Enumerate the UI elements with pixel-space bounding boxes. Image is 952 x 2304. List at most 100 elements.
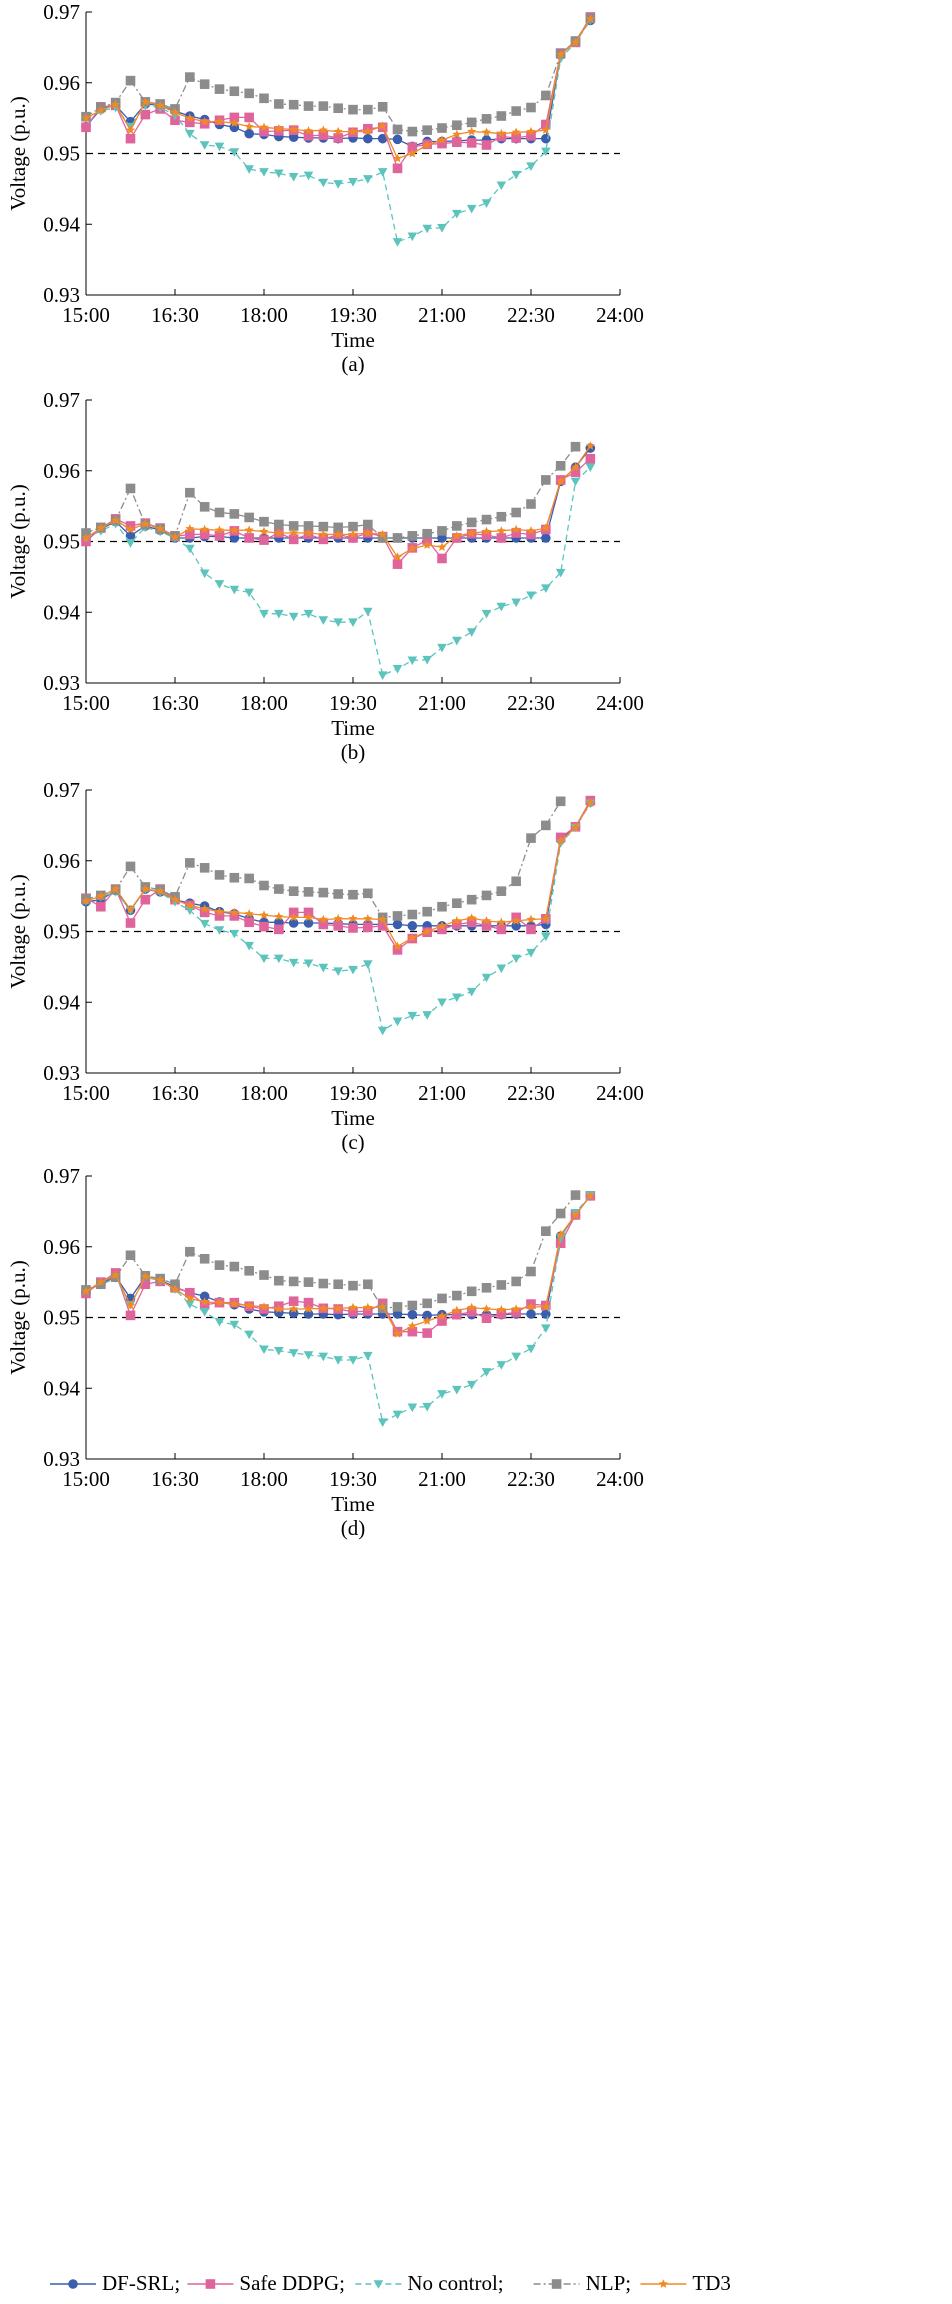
data-point — [170, 894, 180, 904]
data-point — [526, 102, 536, 113]
data-point — [199, 919, 210, 929]
data-point — [570, 441, 581, 452]
data-point — [452, 209, 462, 219]
data-point — [363, 175, 373, 184]
data-point — [170, 107, 180, 117]
data-point — [318, 963, 329, 973]
data-point — [348, 1356, 358, 1365]
data-point — [214, 142, 225, 152]
series-line — [85, 446, 577, 539]
data-point — [481, 1313, 492, 1324]
data-point — [437, 921, 447, 930]
data-point — [437, 526, 447, 536]
series-td3 — [81, 1191, 595, 1338]
series-line — [85, 801, 591, 927]
data-point — [303, 1297, 314, 1308]
data-point — [333, 529, 343, 539]
data-point — [259, 1270, 269, 1280]
data-point — [155, 886, 165, 896]
data-point — [318, 534, 329, 545]
data-point — [511, 954, 521, 964]
data-point — [392, 1329, 403, 1338]
data-point — [511, 507, 521, 518]
data-point — [244, 873, 254, 884]
data-point — [259, 516, 269, 527]
data-point — [274, 924, 284, 935]
data-point — [407, 909, 418, 920]
data-point — [377, 1418, 388, 1428]
data-point — [244, 909, 254, 918]
panel-label: (a) — [341, 352, 364, 376]
data-point — [348, 889, 358, 900]
data-point — [378, 1302, 388, 1311]
data-point — [96, 105, 106, 115]
data-point — [378, 914, 388, 924]
x-tick-label: 19:30 — [329, 1467, 377, 1491]
data-point — [378, 529, 388, 539]
data-point — [274, 911, 284, 921]
data-point — [585, 14, 595, 23]
data-point — [289, 1304, 299, 1313]
data-point — [511, 1304, 521, 1313]
data-point — [259, 168, 269, 177]
chart-panel-c: 0.93 0.94 0.95 0.96 0.97 15:00 16:30 18:00 19:30… — [6, 778, 644, 1154]
data-point — [422, 528, 432, 539]
x-tick-label: 21:00 — [418, 303, 466, 327]
data-point — [481, 890, 492, 901]
data-point — [422, 535, 432, 545]
data-point — [318, 130, 329, 140]
x-tick-label: 18:00 — [240, 691, 288, 715]
data-point — [422, 125, 432, 135]
data-point — [511, 598, 521, 608]
data-point — [244, 128, 254, 139]
data-point — [274, 169, 284, 179]
data-point — [363, 888, 373, 899]
data-point — [481, 609, 492, 619]
data-point — [348, 1307, 358, 1317]
data-point — [466, 894, 477, 905]
data-point — [437, 1311, 447, 1320]
data-point — [392, 238, 403, 247]
legend-marker — [373, 2280, 384, 2289]
data-point — [422, 1328, 432, 1338]
data-point — [288, 99, 299, 110]
data-point — [318, 919, 329, 930]
data-point — [363, 922, 373, 933]
data-point — [214, 1297, 225, 1307]
data-point — [363, 1351, 373, 1361]
data-point — [185, 1246, 195, 1257]
data-point — [466, 117, 477, 128]
x-tick-label: 16:30 — [151, 1467, 199, 1491]
y-tick-label: 0.95 — [43, 920, 80, 944]
data-point — [185, 117, 195, 128]
data-point — [348, 533, 358, 543]
legend-marker — [658, 2279, 668, 2288]
data-point — [199, 569, 210, 579]
data-point — [244, 1266, 254, 1276]
data-point — [288, 1276, 299, 1287]
y-tick-label: 0.93 — [43, 1061, 80, 1085]
data-point — [466, 1286, 477, 1297]
data-point — [303, 528, 314, 537]
data-point — [570, 477, 581, 487]
data-point — [229, 86, 240, 97]
data-point — [185, 1287, 195, 1298]
data-point — [125, 904, 136, 914]
data-point — [333, 914, 343, 923]
data-point — [111, 884, 121, 893]
data-point — [556, 1229, 566, 1239]
y-tick-label: 0.97 — [43, 388, 80, 412]
data-point — [318, 521, 329, 532]
data-point — [140, 519, 150, 528]
data-point — [348, 914, 358, 923]
data-point — [526, 1309, 536, 1319]
data-point — [244, 525, 254, 535]
data-point — [511, 106, 521, 116]
data-point — [392, 945, 403, 955]
data-point — [244, 121, 254, 131]
data-point — [422, 1298, 432, 1309]
data-point — [81, 1286, 91, 1296]
data-point — [199, 1253, 210, 1264]
legend-item: No control; — [355, 2271, 504, 2295]
